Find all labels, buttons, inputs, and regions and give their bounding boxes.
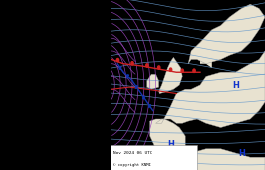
- Polygon shape: [158, 57, 182, 94]
- Polygon shape: [149, 105, 151, 108]
- Circle shape: [181, 69, 183, 72]
- Polygon shape: [143, 96, 145, 99]
- Circle shape: [116, 58, 119, 62]
- Polygon shape: [188, 4, 265, 64]
- Polygon shape: [127, 75, 128, 78]
- Circle shape: [146, 64, 148, 67]
- Polygon shape: [135, 86, 138, 89]
- Circle shape: [131, 62, 133, 65]
- FancyBboxPatch shape: [110, 144, 197, 170]
- Polygon shape: [158, 149, 265, 170]
- Text: H: H: [232, 81, 239, 89]
- Text: © copyright KNMI: © copyright KNMI: [113, 163, 151, 167]
- Circle shape: [169, 68, 172, 71]
- Text: H: H: [238, 149, 245, 157]
- Text: Nov 2024 06 UTC: Nov 2024 06 UTC: [113, 151, 152, 155]
- Text: H: H: [167, 140, 174, 149]
- Polygon shape: [156, 51, 265, 128]
- Polygon shape: [150, 119, 185, 153]
- Circle shape: [157, 66, 160, 69]
- Polygon shape: [200, 59, 212, 68]
- Polygon shape: [147, 74, 158, 89]
- Polygon shape: [119, 66, 121, 70]
- Circle shape: [193, 69, 195, 72]
